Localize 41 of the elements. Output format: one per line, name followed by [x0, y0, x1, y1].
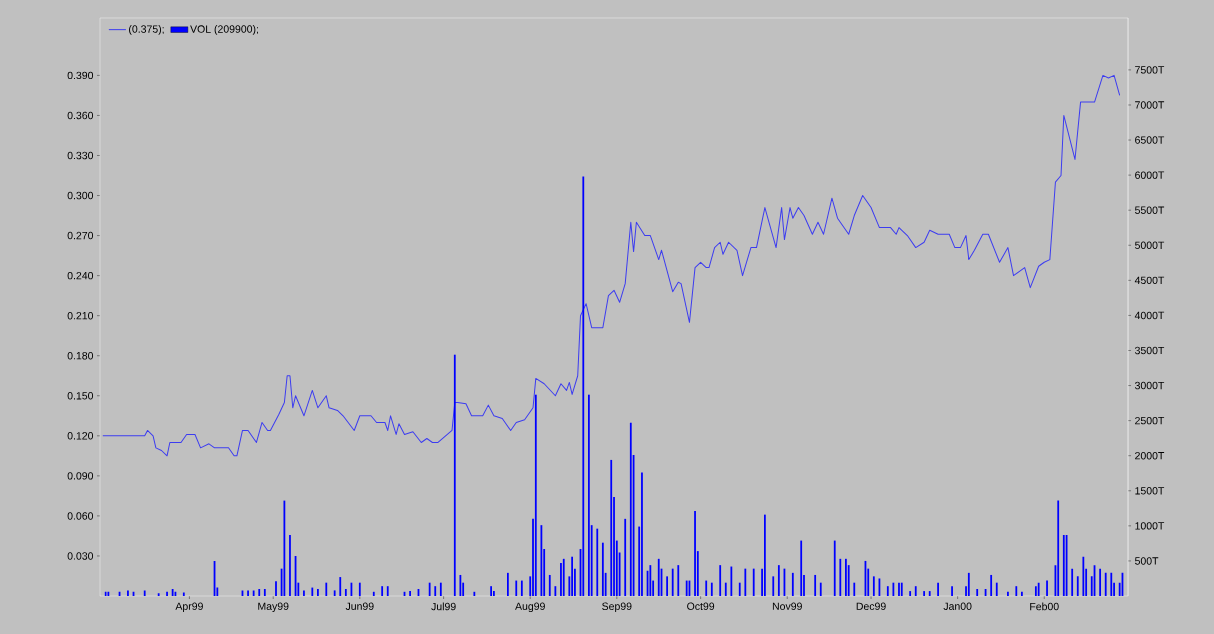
y-tick-label: 0.390	[67, 71, 94, 80]
y2-tick-label: 6000T	[1135, 171, 1165, 179]
x-tick-label: Feb00	[1030, 602, 1059, 611]
legend-label: VOL (209900);	[190, 25, 258, 35]
y2-tick-label: 3000T	[1134, 381, 1165, 390]
y2-tick-label: 4500T	[1134, 276, 1165, 285]
y-tick-label: 0.210	[67, 311, 94, 320]
y2-tick-label: 5000T	[1135, 241, 1165, 249]
x-tick-label: Oct99	[687, 602, 715, 610]
y2-tick-label: 500T	[1135, 557, 1159, 565]
y-tick-label: 0.060	[67, 512, 94, 520]
x-tick-label: Nov99	[772, 602, 802, 610]
x-tick-label: May99	[258, 602, 289, 613]
y2-tick-label: 1500T	[1135, 487, 1165, 495]
x-tick-label: Dec99	[856, 602, 886, 610]
y2-tick-label: 1000T	[1135, 522, 1165, 530]
y-tick-label: 0.270	[67, 231, 94, 240]
y-tick-label: 0.030	[67, 552, 94, 560]
y-tick-label: 0.300	[67, 191, 94, 200]
y2-tick-label: 6500T	[1135, 136, 1165, 144]
y2-tick-label: 7500T	[1135, 66, 1165, 74]
y-tick-label: 0.240	[67, 271, 94, 280]
x-tick-label: Aug99	[515, 602, 545, 613]
legend-label: (0.375);	[129, 25, 164, 35]
x-tick-label: Jul99	[431, 602, 456, 611]
y2-tick-label: 4000T	[1134, 311, 1165, 320]
y-tick-label: 0.120	[67, 432, 94, 440]
y-tick-label: 0.150	[67, 392, 94, 400]
y-tick-label: 0.330	[67, 151, 94, 160]
y-tick-label: 0.090	[67, 472, 94, 480]
y-tick-label: 0.180	[67, 352, 94, 360]
y2-tick-label: 3500T	[1134, 346, 1165, 355]
y2-tick-label: 2000T	[1135, 452, 1165, 460]
y2-tick-label: 5500T	[1135, 206, 1165, 214]
x-tick-label: Apr99	[175, 602, 203, 613]
y2-tick-label: 7000T	[1135, 101, 1165, 109]
y-tick-label: 0.360	[67, 111, 94, 120]
x-tick-label: Jan00	[943, 602, 972, 610]
x-tick-label: Jun99	[345, 602, 374, 610]
x-tick-label: Sep99	[602, 602, 632, 613]
y2-tick-label: 2500T	[1135, 416, 1165, 425]
